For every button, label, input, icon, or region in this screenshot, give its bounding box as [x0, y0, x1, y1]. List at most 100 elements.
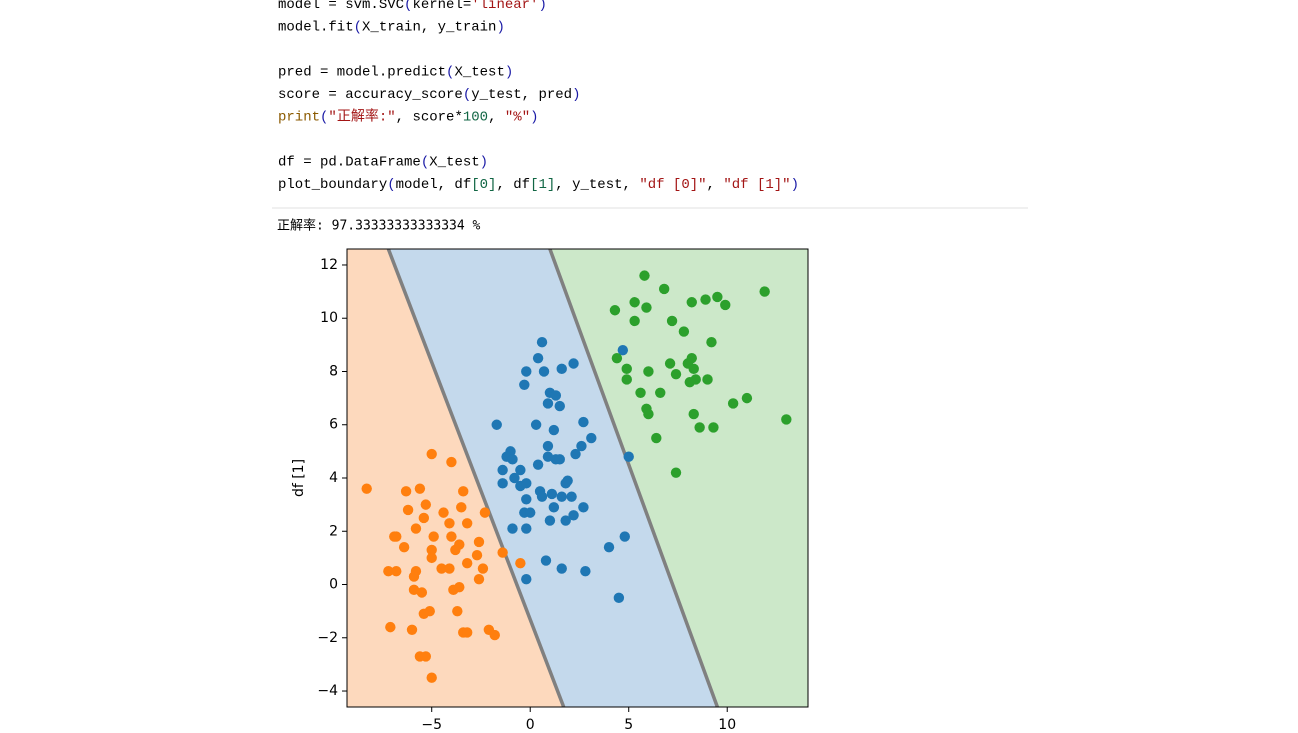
scatter-point	[438, 507, 449, 518]
code-token: ,	[707, 177, 724, 193]
scatter-point	[519, 379, 530, 391]
scatter-point	[568, 510, 579, 521]
scatter-point	[414, 483, 426, 494]
scatter-point	[479, 507, 491, 518]
scatter-point	[497, 464, 508, 476]
code-token: )	[572, 87, 580, 103]
scatter-point	[576, 440, 587, 452]
code-line: model = svm.SVC(kernel='linear')	[278, 0, 547, 13]
scatter-point	[542, 440, 554, 452]
code-token: score = accuracy_score	[278, 87, 463, 103]
scatter-point	[556, 563, 567, 574]
scatter-point	[635, 387, 646, 398]
code-line: model.fit(X_train, y_train)	[278, 19, 505, 35]
scatter-point	[473, 536, 485, 548]
cell-output: 正解率: 97.33333333333334 %	[277, 218, 481, 234]
scatter-point	[611, 352, 623, 364]
scatter-point	[391, 565, 402, 577]
code-token: , score*	[396, 109, 463, 125]
scatter-point	[515, 464, 526, 476]
scatter-point	[670, 467, 682, 478]
scatter-point	[643, 408, 654, 420]
code-token: )	[496, 19, 504, 35]
code-token: (	[320, 109, 328, 125]
scatter-point	[426, 552, 437, 564]
scatter-point	[690, 374, 701, 385]
y-axis-label: df [1]	[291, 459, 307, 497]
decision-region	[347, 249, 564, 707]
scatter-point	[700, 294, 711, 305]
code-token: (	[387, 177, 395, 193]
scatter-point	[641, 302, 652, 313]
scatter-point	[426, 544, 437, 556]
plot-content	[347, 249, 808, 707]
scatter-point	[664, 358, 676, 369]
code-token: model = svm.SVC	[278, 0, 404, 13]
code-token: )	[480, 154, 488, 170]
scatter-point	[361, 483, 372, 494]
code-token: 100	[463, 109, 488, 125]
scatter-point	[507, 454, 518, 465]
decision-region	[549, 249, 808, 707]
scatter-point	[383, 565, 394, 577]
scatter-point	[629, 315, 640, 327]
scatter-point	[554, 400, 565, 412]
scatter-point	[678, 326, 690, 337]
code-token: X_test	[454, 64, 504, 80]
scatter-point	[548, 502, 560, 513]
scatter-point	[408, 584, 420, 596]
x-tick-label: 0	[526, 717, 535, 733]
scatter-point	[741, 392, 753, 404]
scatter-point	[521, 366, 532, 377]
scatter-point	[532, 459, 544, 470]
y-tick-label: 6	[329, 417, 338, 433]
scatter-point	[694, 422, 705, 433]
scatter-point	[408, 571, 420, 582]
scatter-point	[688, 408, 699, 420]
code-token: print	[278, 109, 320, 125]
x-tick-label: 10	[718, 717, 736, 733]
scatter-point	[536, 491, 548, 502]
scatter-point	[458, 486, 469, 497]
scatter-point	[603, 542, 615, 553]
scatter-point	[621, 374, 632, 385]
scatter-point	[402, 504, 414, 516]
decision-boundary	[548, 249, 720, 707]
scatter-point	[418, 512, 430, 524]
code-line: print("正解率:", score*100, "%")	[278, 107, 539, 125]
scatter-point	[428, 531, 439, 542]
code-token: (	[404, 0, 412, 13]
scatter-point	[688, 363, 699, 375]
scatter-point	[436, 563, 447, 574]
scatter-point	[781, 414, 792, 425]
scatter-point	[444, 518, 455, 529]
code-token: , y_test,	[555, 177, 639, 193]
scatter-point	[471, 550, 483, 561]
y-tick-label: −4	[317, 683, 338, 699]
scatter-point	[556, 491, 567, 502]
scatter-point	[477, 563, 489, 574]
scatter-point	[666, 315, 678, 327]
scatter-point	[416, 587, 428, 598]
scatter-point	[629, 297, 640, 308]
scatter-point	[507, 523, 518, 534]
scatter-point	[473, 573, 485, 585]
code-token: plot_boundary	[278, 177, 387, 193]
code-token: model.fit	[278, 19, 354, 35]
scatter-point	[521, 478, 532, 489]
scatter-point	[538, 366, 550, 377]
scatter-point	[400, 486, 412, 497]
scatter-point	[542, 398, 554, 409]
scatter-point	[651, 432, 662, 444]
scatter-point	[426, 672, 437, 683]
code-line: df = pd.DataFrame(X_test)	[278, 154, 488, 170]
decision-region	[388, 249, 718, 707]
scatter-point	[655, 387, 666, 398]
code-token: "%"	[505, 109, 530, 125]
code-token: [0]	[471, 177, 496, 193]
scatter-point	[639, 270, 650, 281]
scatter-point	[489, 629, 500, 641]
code-token: pred = model.predict	[278, 64, 446, 80]
scatter-point	[540, 555, 552, 566]
